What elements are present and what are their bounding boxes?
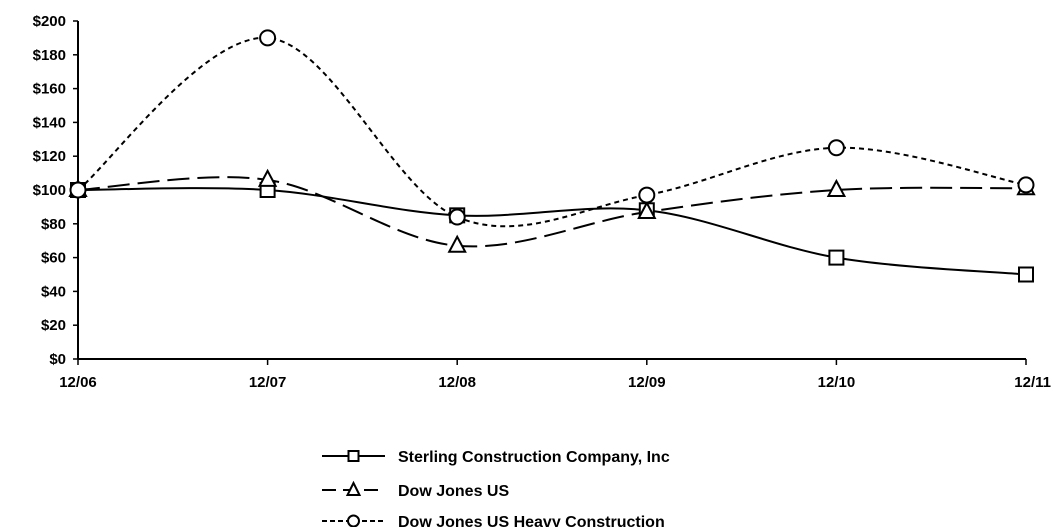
legend-label: Dow Jones US Heavy Construction (398, 514, 665, 527)
data-point-circle (1017, 176, 1035, 194)
legend: Sterling Construction Company, Inc Dow Jo… (322, 449, 670, 531)
y-axis-ticks: $0 $20 $40 $60 $80 $100 $120 $140 $160 $180 $200 (33, 13, 78, 368)
y-tick-label: $180 (33, 47, 66, 64)
data-point-triangle (257, 168, 278, 187)
data-point-triangle (826, 178, 847, 197)
data-point-square (828, 249, 845, 266)
legend-marker-triangle (345, 480, 362, 496)
data-point-triangle (447, 234, 467, 253)
data-point-square (1018, 266, 1034, 283)
y-tick-label: $120 (33, 148, 66, 165)
y-tick-label: $80 (41, 216, 66, 233)
data-point-circle (638, 186, 656, 204)
x-tick-label: 12/11 (1014, 374, 1051, 391)
y-tick-label: $160 (33, 81, 66, 98)
y-tick-label: $140 (33, 114, 66, 131)
x-tick-label: 12/07 (249, 374, 287, 391)
y-tick-label: $0 (49, 351, 66, 368)
legend-marker-circle (347, 514, 360, 528)
y-tick-label: $60 (41, 250, 66, 267)
x-axis-ticks: 12/06 12/07 12/08 12/09 12/10 12/11 (59, 359, 1051, 391)
x-tick-label: 12/06 (59, 374, 97, 391)
series-line-circle (77, 36, 1027, 228)
legend-label: Dow Jones US (398, 483, 509, 500)
axes: $0 $20 $40 $60 $80 $100 $120 $140 $160 $180 $200 1… (33, 13, 1051, 391)
series-line-square (77, 187, 1027, 276)
series-lines (77, 36, 1027, 276)
data-point-circle (69, 181, 87, 199)
x-tick-label: 12/10 (818, 374, 856, 391)
y-tick-label: $200 (33, 13, 66, 30)
series-line-triangle (77, 176, 1027, 248)
data-point-circle (827, 139, 845, 157)
data-point-circle (448, 208, 466, 226)
series-markers (68, 29, 1036, 283)
legend-marker-square (347, 450, 360, 462)
legend-label: Sterling Construction Company, Inc (398, 449, 670, 466)
y-tick-label: $100 (33, 182, 66, 199)
data-point-circle (259, 29, 277, 47)
x-tick-label: 12/09 (628, 374, 666, 391)
x-tick-label: 12/08 (438, 374, 476, 391)
y-tick-label: $20 (41, 317, 66, 334)
data-point-triangle (637, 200, 657, 219)
y-tick-label: $40 (41, 283, 66, 300)
